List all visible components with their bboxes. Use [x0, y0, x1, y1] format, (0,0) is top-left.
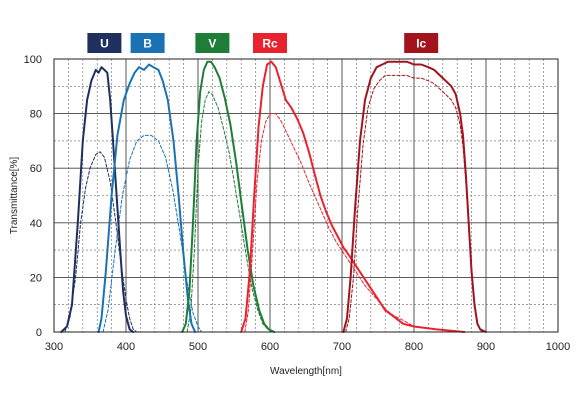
y-tick-label: 20 — [30, 272, 42, 284]
series-b-solid-line — [97, 63, 197, 333]
legend-badge-b: B — [130, 33, 165, 53]
x-tick-label: 800 — [405, 341, 423, 353]
y-tick-label: 100 — [24, 54, 42, 66]
series-v-dashed-line — [186, 91, 275, 333]
x-tick-label: 900 — [477, 341, 495, 353]
x-tick-label: 1000 — [546, 341, 570, 353]
x-tick-label: 700 — [333, 341, 351, 353]
series-v-solid-line — [181, 60, 276, 333]
series-u-solid-line — [60, 66, 135, 333]
legend-badge-label: B — [143, 37, 152, 51]
x-axis-ticks: 300 400 500 600 700 800 900 1000 — [45, 341, 570, 353]
legend-badge-label: Ic — [416, 37, 426, 51]
legend-badge-bg — [404, 33, 439, 53]
series-ic-solid-line — [342, 60, 487, 333]
y-axis-ticks: 0 20 40 60 80 100 — [24, 54, 42, 339]
series-layer — [60, 60, 487, 333]
legend-badge-label: U — [100, 37, 109, 51]
y-tick-label: 80 — [30, 109, 42, 121]
legend-badge-ic: Ic — [404, 33, 439, 53]
legend-badge-v: V — [195, 33, 230, 53]
legend-badge-label: V — [208, 37, 216, 51]
series-rc-solid-line — [240, 60, 466, 333]
legend-badge-rc: Rc — [253, 33, 287, 53]
legend-badge-u: U — [87, 33, 122, 53]
series-u-dashed-line — [64, 151, 138, 333]
legend-badge-bg — [253, 33, 287, 53]
y-axis-title: Transmittance[%] — [9, 157, 20, 235]
x-tick-label: 600 — [261, 341, 279, 353]
x-tick-label: 400 — [117, 341, 135, 353]
plot-frame — [53, 58, 559, 333]
legend-badge-bg — [195, 33, 230, 53]
y-tick-label: 60 — [30, 163, 42, 175]
x-tick-label: 500 — [189, 341, 207, 353]
y-tick-label: 0 — [36, 327, 42, 339]
x-tick-label: 300 — [45, 341, 63, 353]
legend: U B V Rc Ic — [87, 33, 439, 53]
x-axis-title: Wavelength[nm] — [270, 366, 342, 377]
legend-badge-bg — [87, 33, 122, 53]
legend-badge-label: Rc — [262, 37, 278, 51]
grid — [53, 58, 559, 333]
legend-badge-bg — [130, 33, 165, 53]
y-tick-label: 40 — [30, 218, 42, 230]
